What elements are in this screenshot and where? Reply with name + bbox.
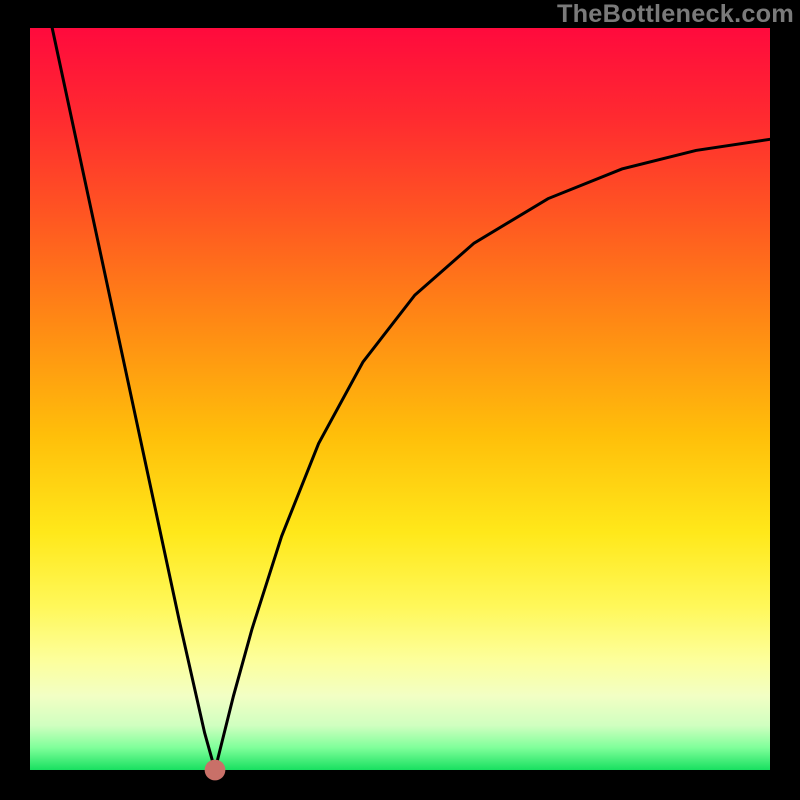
chart-stage: TheBottleneck.com	[0, 0, 800, 800]
bottleneck-marker	[205, 760, 226, 781]
plot-background	[30, 28, 770, 770]
watermark-text: TheBottleneck.com	[557, 0, 794, 29]
chart-svg	[0, 0, 800, 800]
